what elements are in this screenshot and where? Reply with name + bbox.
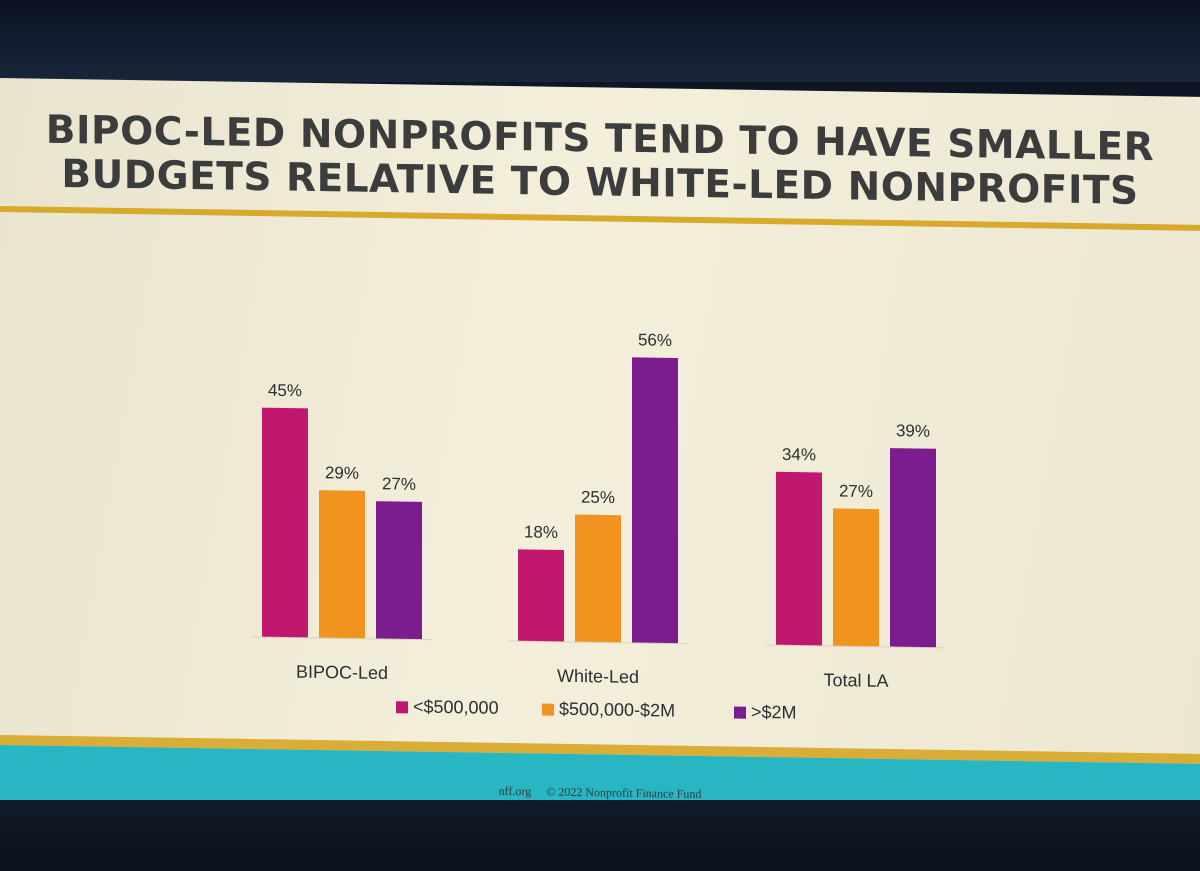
bar-total-la-series-1: [833, 508, 879, 647]
screen-bezel-bottom: [0, 800, 1200, 871]
category-label: BIPOC-Led: [296, 662, 388, 683]
data-label: 18%: [524, 522, 558, 542]
data-label: 27%: [839, 481, 873, 501]
bar-bipoc-led-series-2: [376, 501, 422, 640]
data-label: 25%: [581, 488, 615, 508]
data-label: 45%: [268, 381, 302, 401]
data-label: 29%: [325, 463, 359, 483]
axis-baseline: [252, 636, 432, 641]
bar-white-led-series-2: [632, 357, 678, 644]
legend-label: >$2M: [751, 702, 797, 723]
legend-label: <$500,000: [413, 696, 499, 717]
bar-total-la-series-2: [890, 448, 936, 648]
category-label: Total LA: [823, 670, 888, 691]
bar-chart: 45% 29% 27% BIPOC-Led 18% 25% 56% White-Led 34% 2…: [252, 330, 946, 723]
axis-baseline: [508, 640, 688, 645]
data-label: 34%: [782, 445, 816, 465]
bar-bipoc-led-series-0: [262, 407, 308, 638]
data-label: 27%: [382, 474, 416, 494]
bar-white-led-series-0: [518, 549, 564, 642]
legend-swatch: [396, 701, 408, 714]
data-label: 39%: [896, 421, 930, 441]
category-label: White-Led: [557, 666, 639, 687]
data-label: 56%: [638, 330, 672, 350]
bar-bipoc-led-series-1: [319, 490, 365, 639]
footer-site: nff.org: [498, 783, 532, 799]
legend-swatch: [734, 706, 746, 719]
screen-bezel-top: [0, 0, 1200, 82]
bar-total-la-series-0: [776, 471, 822, 646]
axis-baseline: [766, 644, 946, 649]
bar-white-led-series-1: [575, 514, 621, 643]
legend-label: $500,000-$2M: [559, 699, 675, 721]
legend-swatch: [542, 703, 554, 716]
footer-copyright: © 2022 Nonprofit Finance Fund: [546, 784, 702, 802]
presentation-slide: BIPOC-LED NONPROFITS TEND TO HAVE SMALLE…: [0, 78, 1200, 827]
